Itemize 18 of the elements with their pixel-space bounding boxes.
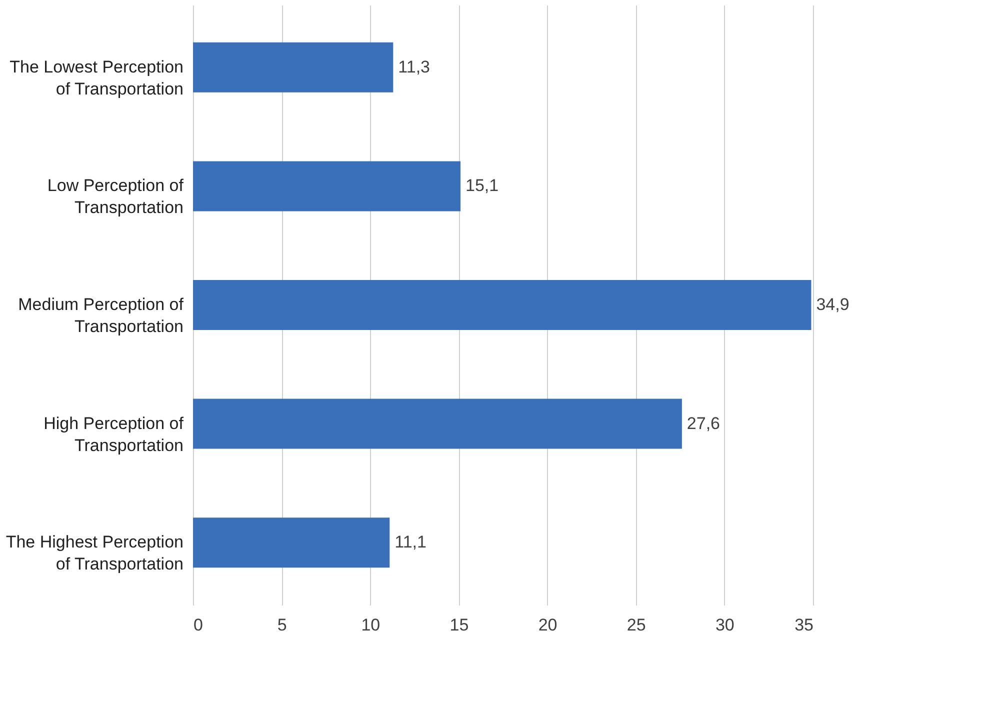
data-label: 11,1 [394,532,426,552]
data-label: 27,6 [686,414,720,433]
y-tick-label: The Highest Perception of Transportation [6,532,184,574]
data-label: 34,9 [816,295,850,314]
y-tick-label: The Lowest Perception of Transportation [10,57,184,98]
x-tick-label: 20 [538,616,558,634]
x-tick-label: 10 [361,616,380,634]
y-tick-label: High Perception of Transportation [44,414,184,455]
x-tick-label: 25 [626,616,646,634]
y-tick-label: Low Perception of Transportation [47,176,184,218]
x-tick-label: 30 [715,616,734,634]
y-tick-label: Medium Perception of Transportation [18,295,184,336]
data-label: 15,1 [465,176,499,196]
data-label: 11,3 [398,57,430,76]
x-tick-label: 15 [450,616,469,634]
x-tick-label: 5 [277,616,287,634]
x-tick-label: 35 [794,616,814,634]
x-tick-label: 0 [194,616,203,634]
